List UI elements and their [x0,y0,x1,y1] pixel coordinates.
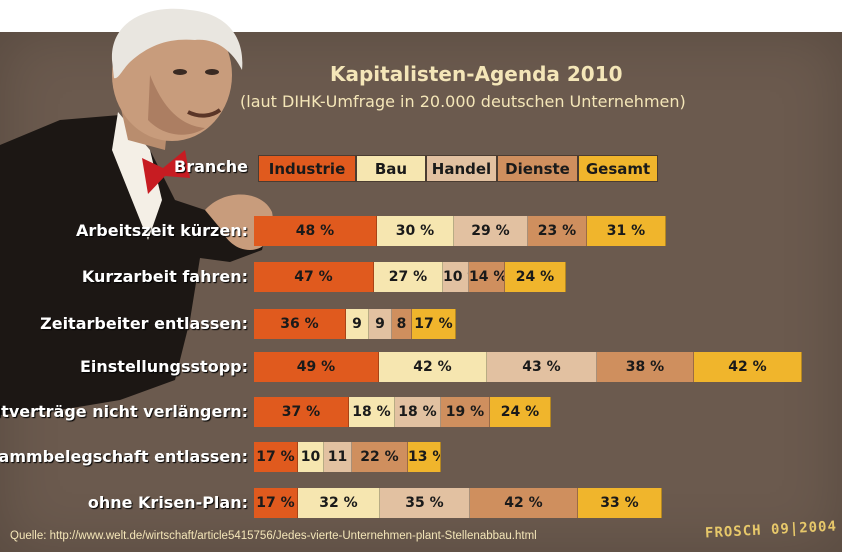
bar-segment-gesamt: 24 % [490,397,551,427]
bar-segment-bau: 10 [298,442,324,472]
category-label: Einstellungsstopp: [79,357,248,376]
portrait-eye-left [173,69,187,75]
chart-subtitle: (laut DIHK-Umfrage in 20.000 deutschen U… [240,92,686,111]
bar-segment-gesamt: 42 % [694,352,802,382]
source-note: Quelle: http://www.welt.de/wirtschaft/ar… [10,530,537,542]
bar-segment-bau: 30 % [377,216,454,246]
bar-segment-industrie: 47 % [254,262,374,292]
bar-segment-handel: 9 [369,309,392,339]
bar-segment-industrie: 17 % [254,442,298,472]
category-label: Zeitarbeiter entlassen: [40,314,248,333]
legend-item-industrie: Industrie [258,155,356,182]
legend-item-gesamt: Gesamt [578,155,658,182]
bar-segment-handel: 43 % [487,352,597,382]
bar-segment-bau: 42 % [379,352,487,382]
chart-title: Kapitalisten-Agenda 2010 [330,62,623,86]
bar-segment-handel: 11 [324,442,352,472]
bar-segment-dienste: 42 % [470,488,578,518]
bar-segment-industrie: 48 % [254,216,377,246]
bar-segment-industrie: 37 % [254,397,349,427]
category-label: Kurzarbeit fahren: [81,267,248,286]
portrait-face-shade [148,75,205,135]
bar-segment-gesamt: 31 % [587,216,666,246]
portrait-suit [0,115,268,415]
category-label: Zeitverträge nicht verlängern: [0,402,248,421]
legend-item-bau: Bau [356,155,426,182]
bar-segment-dienste: 22 % [352,442,408,472]
bar-segment-dienste: 23 % [528,216,587,246]
portrait-hair [111,8,243,79]
category-label: ohne Krisen-Plan: [87,493,248,512]
portrait-eye-right [205,69,219,75]
bar-segment-dienste: 19 % [441,397,490,427]
bar-segment-dienste: 8 [392,309,412,339]
legend-item-handel: Handel [426,155,497,182]
bar-segment-gesamt: 17 % [412,309,456,339]
bar-segment-bau: 27 % [374,262,443,292]
portrait-mouth [187,108,222,118]
bar-segment-bau: 18 % [349,397,395,427]
bar-segment-gesamt: 33 % [578,488,662,518]
portrait-shirt [112,112,162,240]
bar-segment-handel: 10 % [443,262,469,292]
category-label: Stammbelegschaft entlassen: [0,447,248,466]
bar-segment-industrie: 36 % [254,309,346,339]
bar-segment-industrie: 17 % [254,488,298,518]
bar-segment-bau: 32 % [298,488,380,518]
bar-segment-handel: 18 % [395,397,441,427]
bar-segment-gesamt: 13 % [408,442,441,472]
category-label: Arbeitszeit kürzen: [76,221,248,240]
bar-segment-bau: 9 [346,309,369,339]
legend-title: Branche [174,157,248,176]
legend-item-dienste: Dienste [497,155,578,182]
bar-segment-gesamt: 24 % [505,262,566,292]
bar-segment-dienste: 14 % [469,262,505,292]
bar-segment-handel: 29 % [454,216,528,246]
bar-segment-industrie: 49 % [254,352,379,382]
caricature-portrait [0,8,274,415]
portrait-bowtie [142,150,190,194]
bar-segment-dienste: 38 % [597,352,694,382]
bar-segment-handel: 35 % [380,488,470,518]
